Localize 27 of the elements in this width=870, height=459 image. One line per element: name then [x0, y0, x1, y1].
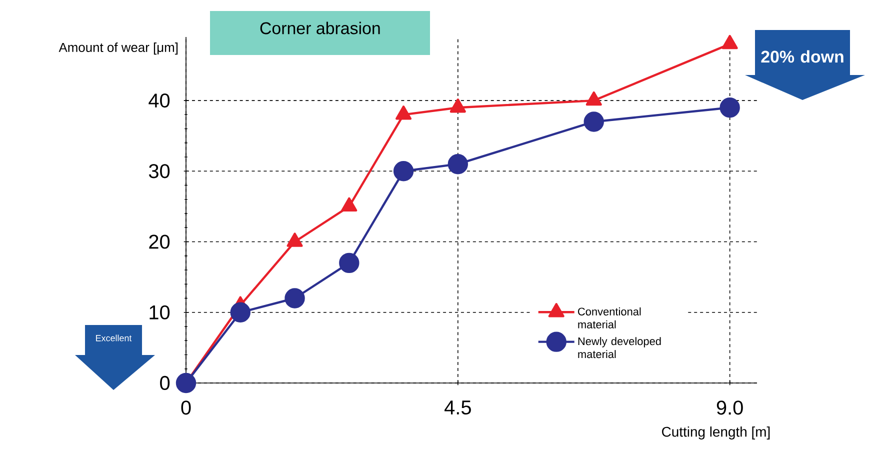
- text: 20% down: [761, 50, 844, 63]
- text: Excellent: [96, 334, 132, 342]
- x-tick-label: 0: [181, 400, 191, 415]
- point: [286, 232, 303, 247]
- point: [339, 252, 360, 274]
- y-tick-label: 40: [148, 93, 170, 108]
- point: [722, 34, 738, 50]
- point: [341, 197, 358, 212]
- y-tick-label: 20: [149, 234, 170, 249]
- point: [396, 106, 412, 120]
- x-axis-title: Cutting length [m]: [662, 426, 770, 440]
- legend-label: Newly developed material: [578, 337, 661, 358]
- x-tick-label: 4.5: [444, 400, 471, 415]
- point: [284, 288, 305, 308]
- point: [176, 372, 196, 394]
- point: [586, 91, 602, 106]
- point: [450, 98, 466, 113]
- y-tick-label: 10: [150, 305, 170, 320]
- y-tick-label: 0: [160, 376, 170, 390]
- chart-title: Corner abrasion: [260, 22, 380, 34]
- legend-label: Conventional material: [578, 307, 641, 328]
- y-axis-title: Amount of wear [μm]: [58, 42, 178, 55]
- point: [448, 154, 468, 174]
- point: [393, 161, 414, 182]
- x-tick-label: 9.0: [716, 400, 743, 415]
- point: [230, 302, 250, 322]
- y-tick-label: 30: [148, 164, 170, 178]
